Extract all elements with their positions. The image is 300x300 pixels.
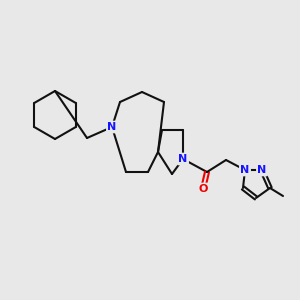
Text: N: N (107, 122, 117, 132)
Text: N: N (257, 165, 267, 175)
Text: O: O (198, 184, 208, 194)
Text: N: N (178, 154, 188, 164)
Text: N: N (240, 165, 250, 175)
